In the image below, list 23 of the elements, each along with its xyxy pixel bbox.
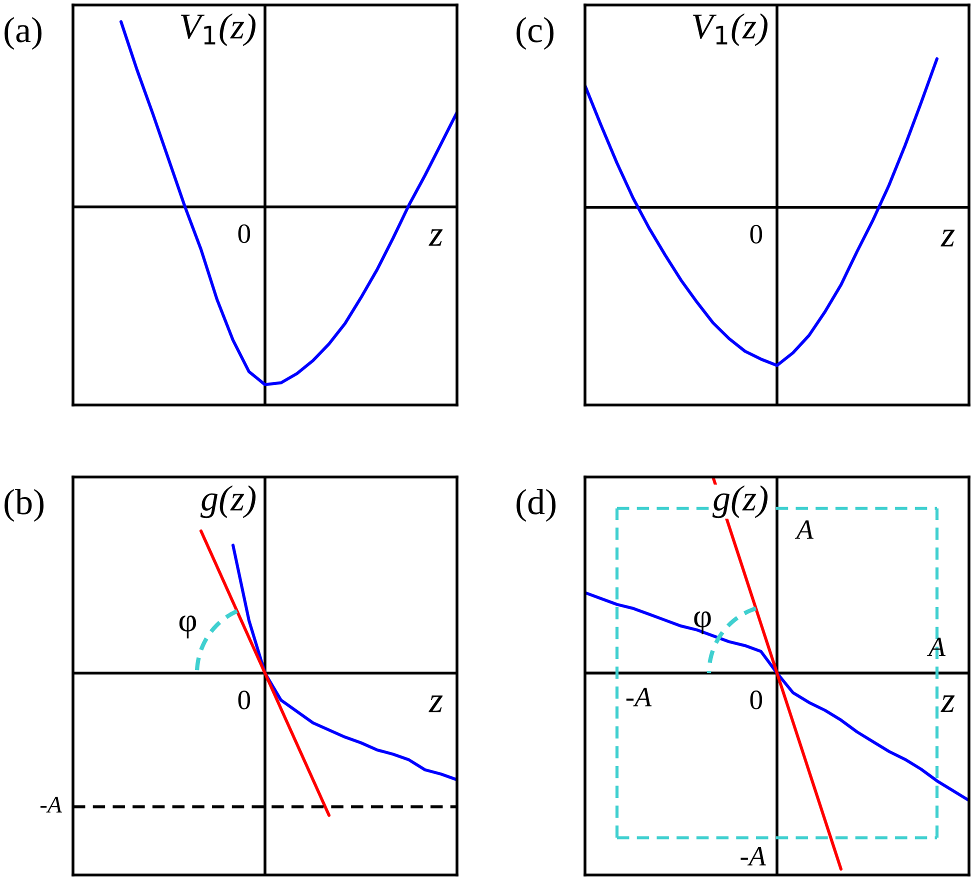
y-axis-title: g(z) bbox=[200, 485, 256, 518]
y-axis-title: g(z) bbox=[712, 485, 768, 518]
x-axis-title: z bbox=[428, 229, 443, 246]
ref-line-label: A bbox=[794, 520, 814, 539]
x-axis-title: z bbox=[428, 696, 443, 712]
annotation: φ bbox=[694, 611, 711, 634]
annotation: 0 bbox=[750, 690, 762, 710]
ref-line-label: -A bbox=[40, 796, 62, 812]
annotation: φ bbox=[179, 616, 196, 638]
y-axis-title: V$_{1}$(z) bbox=[180, 13, 256, 46]
chart-title: (b) bbox=[4, 489, 44, 522]
annotation: A bbox=[927, 638, 946, 656]
chart-title: (d) bbox=[516, 489, 556, 522]
chart-title: (c) bbox=[516, 17, 554, 50]
annotation: 0 bbox=[238, 690, 250, 710]
x-axis-title: z bbox=[940, 230, 955, 246]
x-axis-title: z bbox=[940, 695, 955, 712]
annotation: 0 bbox=[238, 224, 250, 244]
annotation: -A bbox=[626, 688, 652, 706]
chart-title: (a) bbox=[4, 17, 42, 50]
ref-line-label: -A bbox=[740, 847, 766, 866]
y-axis-title: V$_{1}$(z) bbox=[692, 13, 768, 46]
annotation: 0 bbox=[750, 224, 762, 244]
